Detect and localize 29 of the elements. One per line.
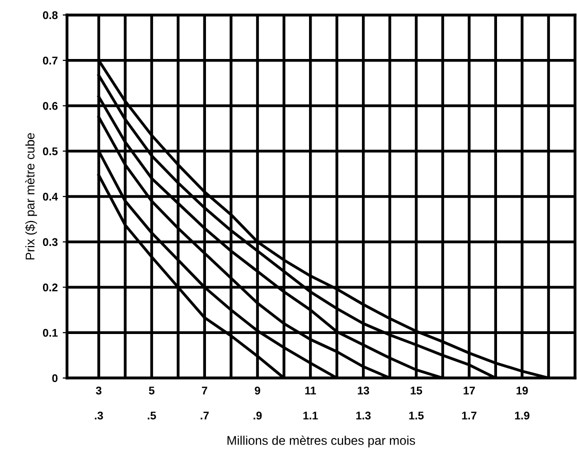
x-axis-title: Millions de mètres cubes par mois: [228, 436, 416, 448]
x-tick-label: 17: [464, 386, 475, 394]
y-tick-label: 0.7: [42, 56, 58, 65]
x-tick-label: 15: [410, 386, 422, 394]
x2-tick-label: 1.3: [356, 412, 371, 420]
y-tick-label: 0.2: [42, 284, 58, 292]
x-tick-label: 19: [516, 386, 528, 394]
y-tick-label: 0.5: [42, 147, 58, 156]
x2-tick-label: 1.1: [303, 412, 318, 420]
x2-tick-label: 1.9: [515, 412, 530, 420]
x2-tick-label: .7: [200, 412, 209, 420]
x2-tick-label: 1.7: [462, 412, 476, 420]
x2-tick-label: .5: [148, 412, 156, 420]
y-tick-label: 0.3: [42, 238, 58, 246]
x2-tick-label: 1.5: [409, 412, 424, 420]
x-tick-label: 7: [202, 386, 208, 394]
y-tick-label: 0.4: [42, 192, 58, 201]
y-tick-label: 0: [52, 374, 58, 382]
x-tick-label: 5: [148, 386, 154, 394]
y-tick-label: 0.8: [42, 11, 58, 20]
x2-tick-label: .3: [94, 412, 103, 420]
y-tick-label: 0.1: [42, 328, 58, 337]
x-tick-label: 3: [96, 386, 102, 395]
x2-tick-label: .9: [254, 412, 262, 420]
y-tick-label: 0.6: [42, 102, 58, 110]
y-axis-title: Prix ($) par mètre cube: [25, 133, 37, 260]
x-tick-label: 13: [358, 386, 370, 395]
x-tick-label: 9: [254, 386, 260, 394]
x-tick-label: 11: [305, 386, 316, 394]
